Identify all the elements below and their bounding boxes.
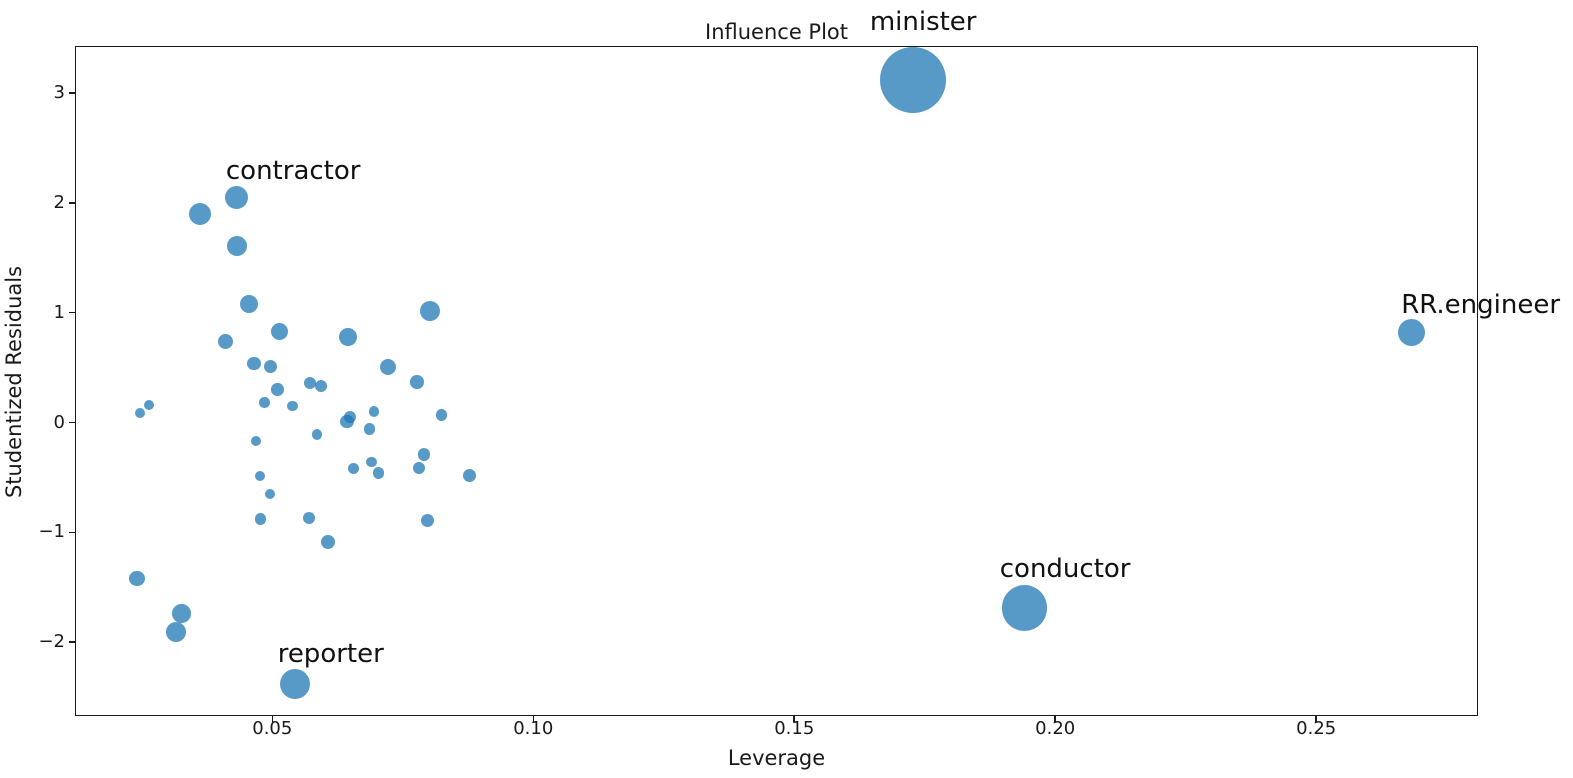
data-point <box>368 406 380 417</box>
data-point <box>172 604 191 623</box>
data-point <box>135 407 146 418</box>
x-tick-label: 0.10 <box>513 718 554 739</box>
y-tick-label: 3 <box>53 82 65 104</box>
x-tick-label: 0.15 <box>774 718 815 739</box>
data-point <box>271 383 284 396</box>
data-point <box>320 535 335 550</box>
data-point <box>250 436 261 447</box>
x-axis-label: Leverage <box>727 746 826 770</box>
data-point <box>259 397 270 409</box>
data-point <box>303 376 316 389</box>
x-tick-mark <box>793 716 795 722</box>
data-point <box>239 294 258 313</box>
data-point <box>264 359 278 374</box>
y-tick-mark <box>69 202 75 204</box>
point-annotation: contractor <box>225 156 361 187</box>
data-point <box>410 375 424 389</box>
y-tick-mark <box>69 311 75 314</box>
x-tick-mark <box>271 716 274 722</box>
data-point <box>129 570 145 587</box>
data-point <box>247 356 261 370</box>
point-annotation: conductor <box>999 553 1131 584</box>
data-point <box>412 461 425 474</box>
data-point-conductor <box>1001 585 1048 631</box>
data-point-minister <box>879 46 946 113</box>
y-tick-label: 2 <box>53 191 65 213</box>
x-tick-label: 0.25 <box>1296 718 1337 739</box>
data-point <box>343 411 356 423</box>
data-point-rr-engineer <box>1398 318 1426 346</box>
data-point <box>366 456 377 468</box>
data-point <box>189 202 212 225</box>
data-point <box>166 622 187 643</box>
y-tick-label: −2 <box>38 631 65 653</box>
data-point <box>226 235 247 256</box>
data-point <box>338 327 357 346</box>
y-tick-mark <box>69 641 75 643</box>
y-tick-label: 1 <box>53 301 65 323</box>
chart-title: Influence Plot <box>705 20 848 44</box>
x-tick-mark <box>1054 716 1056 722</box>
data-point <box>265 488 276 499</box>
point-annotation: RR.engineer <box>1401 290 1561 321</box>
data-point <box>254 513 266 525</box>
data-point <box>373 467 385 479</box>
y-tick-label: −1 <box>38 521 65 543</box>
data-point <box>143 399 154 410</box>
y-tick-label: 0 <box>53 411 65 433</box>
point-annotation: minister <box>869 6 977 37</box>
data-point <box>302 511 316 525</box>
data-point <box>254 471 265 482</box>
data-point <box>314 380 327 393</box>
x-tick-mark <box>532 716 535 722</box>
plot-area: 0.05 0.10 0.15 0.20 0.25 3 2 1 0 −1 −2 minister cont… <box>38 7 1560 739</box>
x-tick-label: 0.05 <box>252 718 293 739</box>
data-point-contractor <box>225 185 249 209</box>
y-axis-label: Studentized Residuals <box>2 265 26 499</box>
data-point <box>435 409 448 421</box>
x-tick-mark <box>1315 716 1317 722</box>
y-tick-mark <box>69 531 75 534</box>
y-tick-mark <box>69 92 75 94</box>
data-point <box>287 400 298 412</box>
data-point <box>417 448 431 461</box>
data-point <box>363 423 376 435</box>
data-point <box>420 513 434 527</box>
y-tick-mark <box>69 421 75 424</box>
data-point-reporter <box>279 668 310 699</box>
data-point <box>380 358 397 375</box>
data-point <box>348 462 360 475</box>
data-point <box>419 300 440 321</box>
data-point <box>462 468 477 482</box>
point-annotation: reporter <box>277 639 384 670</box>
data-point <box>311 429 323 440</box>
plot-border <box>75 46 1478 716</box>
x-tick-label: 0.20 <box>1035 718 1076 739</box>
data-point <box>218 333 234 349</box>
data-point <box>270 322 288 340</box>
